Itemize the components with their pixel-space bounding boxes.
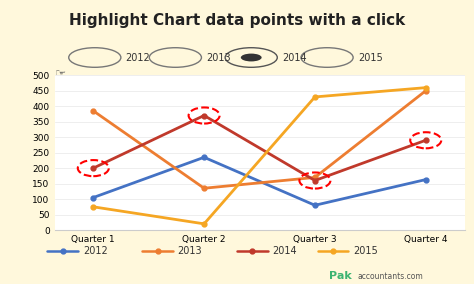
Text: 2015: 2015 <box>353 246 378 256</box>
2012 <box>312 204 318 207</box>
2013 <box>423 89 428 92</box>
Text: accountants.com: accountants.com <box>358 272 424 281</box>
2012 <box>201 156 207 159</box>
2013 <box>312 176 318 179</box>
2013 <box>201 187 207 190</box>
Line: 2014: 2014 <box>91 113 428 183</box>
2014 <box>312 179 318 182</box>
Text: Pak: Pak <box>329 271 352 281</box>
2014 <box>423 139 428 142</box>
2014 <box>201 114 207 117</box>
2014 <box>91 166 96 170</box>
2015 <box>201 222 207 225</box>
Ellipse shape <box>241 54 262 61</box>
Line: 2013: 2013 <box>91 88 428 191</box>
2015 <box>91 205 96 208</box>
Text: 2015: 2015 <box>358 53 383 62</box>
2012 <box>423 178 428 181</box>
Text: Highlight Chart data points with a click: Highlight Chart data points with a click <box>69 13 405 28</box>
2015 <box>423 86 428 89</box>
Text: 2012: 2012 <box>126 53 150 62</box>
Text: 2012: 2012 <box>83 246 108 256</box>
2013 <box>91 109 96 112</box>
Text: 2014: 2014 <box>273 246 297 256</box>
2015 <box>312 95 318 99</box>
Text: 2014: 2014 <box>282 53 307 62</box>
Line: 2012: 2012 <box>91 155 428 208</box>
Line: 2015: 2015 <box>91 85 428 226</box>
Text: 2013: 2013 <box>206 53 231 62</box>
Text: ☞: ☞ <box>55 68 66 81</box>
2012 <box>91 196 96 199</box>
Text: 2013: 2013 <box>178 246 202 256</box>
